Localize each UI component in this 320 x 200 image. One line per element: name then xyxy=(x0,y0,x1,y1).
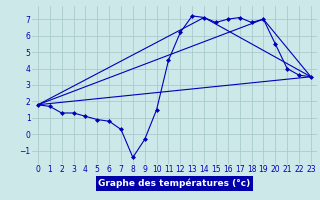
X-axis label: Graphe des températures (°c): Graphe des températures (°c) xyxy=(98,179,251,188)
